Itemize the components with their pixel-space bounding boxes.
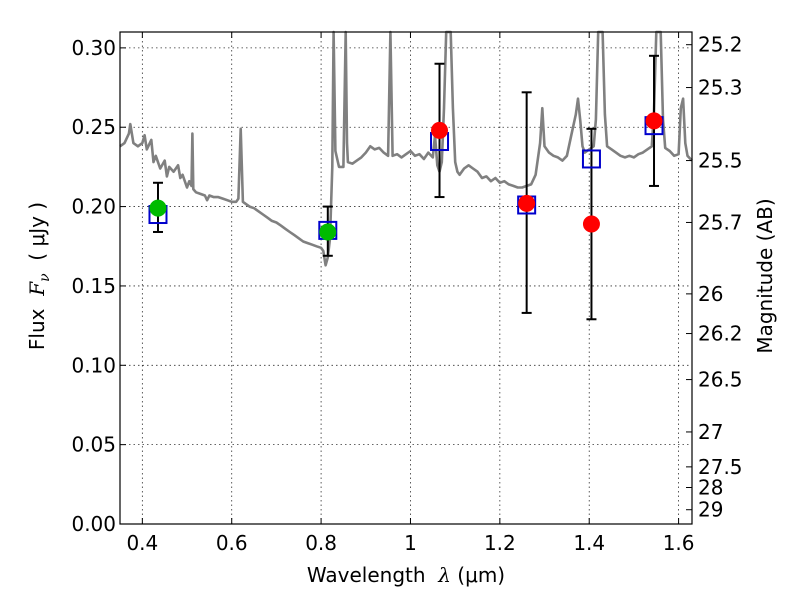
observed-point (645, 112, 663, 130)
model-spectrum (119, 30, 693, 267)
observed-point (319, 223, 337, 241)
observed-point (582, 215, 600, 233)
y2-tick-label: 26 (698, 282, 723, 306)
y2-tick-label: 26.5 (698, 368, 743, 392)
x-axis-label: Wavelength λ (μm) (307, 563, 505, 587)
axis-ticks: 0.4 0.6 0.8 1 1.2 1.4 1.6 0.00 0.05 0.10 0.15 0.20 0… (71, 32, 743, 555)
y-tick-label: 0.20 (71, 195, 116, 219)
y-tick-label: 0.15 (71, 274, 116, 298)
y2-tick-label: 25.7 (698, 210, 743, 234)
error-bars (152, 54, 660, 321)
y-tick-label: 0.30 (71, 36, 116, 60)
y-tick-label: 0.25 (71, 115, 116, 139)
y2-tick-label: 28 (698, 475, 723, 499)
observed-point (149, 199, 167, 217)
y2-tick-label: 29 (698, 498, 723, 522)
y-axis-label: Flux Fν ( μJy ) (25, 202, 53, 350)
y-tick-label: 0.05 (71, 433, 116, 457)
y2-axis-label: Magnitude (AB) (753, 198, 777, 353)
observed-flux-markers (149, 112, 663, 241)
x-tick-label: 0.4 (126, 531, 158, 555)
y-tick-label: 0.10 (71, 353, 116, 377)
x-tick-label: 1.4 (573, 531, 605, 555)
y2-tick-label: 26.2 (698, 322, 743, 346)
observed-point (518, 194, 536, 212)
y2-tick-label: 25.5 (698, 149, 743, 173)
y2-tick-label: 27 (698, 420, 723, 444)
plot-frame (119, 31, 693, 525)
x-tick-label: 1 (404, 531, 417, 555)
x-tick-label: 1.6 (663, 531, 695, 555)
y2-tick-label: 27.5 (698, 455, 743, 479)
x-tick-label: 0.6 (216, 531, 248, 555)
grid-lines (120, 32, 692, 525)
spectrum-line (119, 30, 693, 267)
x-tick-label: 0.8 (305, 531, 337, 555)
y2-tick-label: 25.3 (698, 76, 743, 100)
y-tick-label: 0.00 (71, 512, 116, 536)
y2-tick-label: 25.2 (698, 33, 743, 57)
observed-point (431, 121, 449, 139)
model-point (581, 149, 601, 169)
x-tick-label: 1.2 (484, 531, 516, 555)
